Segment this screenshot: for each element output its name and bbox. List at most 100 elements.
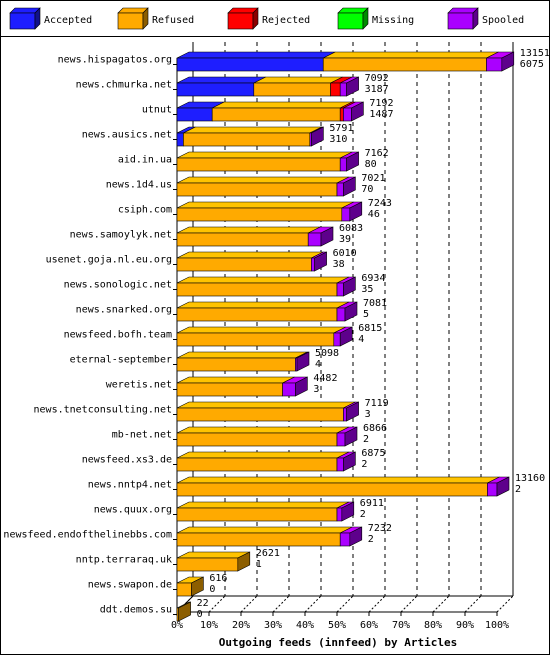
bar-accepted-top (176, 51, 336, 59)
secondary-label: 70 (361, 184, 373, 195)
bar-refused (176, 507, 338, 522)
gridline-floor (336, 595, 354, 613)
secondary-label: 310 (329, 134, 347, 145)
legend-swatch-rejected (227, 12, 254, 30)
bar-refused-top (176, 276, 350, 284)
bar-rejected (330, 82, 341, 97)
gridline-floor (464, 595, 482, 613)
bar-side (346, 76, 359, 97)
total-label: 6083 (339, 223, 363, 234)
x-tick-label: 100% (485, 620, 509, 631)
category-label: news.quux.org (94, 505, 172, 516)
bar-refused-top (176, 476, 500, 484)
bar-refused-top (176, 201, 354, 209)
secondary-label: 39 (339, 234, 351, 245)
bar-refused (176, 257, 312, 272)
total-label: 7192 (369, 98, 393, 109)
bar-side (339, 326, 353, 347)
secondary-label: 1 (256, 559, 262, 570)
bar-side (501, 51, 515, 72)
bar-refused (176, 382, 283, 397)
category-label: news.tnetconsulting.net (34, 405, 172, 416)
bar-side (343, 176, 356, 197)
bar-refused (176, 557, 239, 572)
legend-swatch-side (472, 7, 479, 30)
secondary-label: 4 (315, 359, 321, 370)
category-label: newsfeed.bofh.team (64, 330, 172, 341)
category-label: newsfeed.xs3.de (82, 455, 172, 466)
category-label: news.hispagatos.org (58, 55, 172, 66)
bar-refused-top (176, 401, 356, 409)
total-label: 22 (197, 598, 209, 609)
bar-refused (176, 582, 192, 597)
legend-swatch-side (362, 7, 369, 30)
bar-refused (211, 107, 341, 122)
bar-refused (176, 407, 344, 422)
category-label: weretis.net (106, 380, 172, 391)
category-label: news.chmurka.net (76, 80, 172, 91)
x-tick-label: 90% (456, 620, 474, 631)
secondary-label: 38 (333, 259, 345, 270)
x-tick-label: 20% (232, 620, 250, 631)
bar-refused (176, 232, 309, 247)
bar-side (346, 401, 359, 422)
bar-spooled (336, 457, 344, 472)
x-tick-label: 60% (360, 620, 378, 631)
category-label: csiph.com (118, 205, 172, 216)
total-label: 6911 (360, 498, 384, 509)
category-label: nntp.terraraq.uk (76, 555, 172, 566)
bar-spooled (487, 482, 498, 497)
bar-refused (176, 307, 338, 322)
bar-side (191, 576, 204, 597)
bar-spooled (486, 57, 503, 72)
gridline-floor (304, 595, 322, 613)
legend-swatch-side (252, 7, 259, 30)
total-label: 7243 (368, 198, 392, 209)
total-label: 6010 (333, 248, 357, 259)
legend-label-missing: Missing (372, 15, 414, 26)
bar-refused (176, 532, 341, 547)
bar-spooled (343, 407, 347, 422)
secondary-label: 2 (363, 434, 369, 445)
category-label: mb-net.net (112, 430, 172, 441)
total-label: 7081 (363, 298, 387, 309)
secondary-label: 0 (197, 609, 203, 620)
total-label: 7162 (365, 148, 389, 159)
bar-side (178, 601, 191, 622)
legend-label-spooled: Spooled (482, 15, 524, 26)
bar-refused (176, 282, 338, 297)
bar-spooled (336, 507, 343, 522)
x-tick-label: 80% (424, 620, 442, 631)
bar-refused-top (183, 126, 322, 134)
secondary-label: 0 (209, 584, 215, 595)
legend-swatch-side (142, 7, 149, 30)
bar-refused-top (323, 51, 499, 59)
bar-side (343, 276, 356, 297)
category-label: usenet.goja.nl.eu.org (46, 255, 172, 266)
secondary-label: 46 (368, 209, 380, 220)
total-label: 616 (209, 573, 227, 584)
x-axis-title: Outgoing feeds (innfeed) by Articles (219, 636, 457, 649)
bar-accepted (176, 107, 213, 122)
bar-accepted (176, 132, 184, 147)
bar-refused-top (176, 376, 295, 384)
bar-refused-top (176, 176, 350, 184)
category-label: aid.in.ua (118, 155, 172, 166)
bar-refused (176, 482, 488, 497)
bar-refused-top (176, 526, 353, 534)
total-label: 7092 (365, 73, 389, 84)
total-label: 5098 (315, 348, 339, 359)
gridline-floor (208, 595, 226, 613)
bar-spooled (307, 232, 322, 247)
bar-accepted-top (176, 76, 266, 84)
bar-spooled (336, 282, 344, 297)
bar-side (351, 101, 364, 122)
total-label: 6866 (363, 423, 387, 434)
category-label: news.nntp4.net (88, 480, 172, 491)
legend-label-accepted: Accepted (44, 15, 92, 26)
bar-spooled (336, 182, 344, 197)
bar-refused (176, 457, 338, 472)
category-label: news.snarked.org (76, 305, 172, 316)
bar-side (296, 351, 310, 372)
